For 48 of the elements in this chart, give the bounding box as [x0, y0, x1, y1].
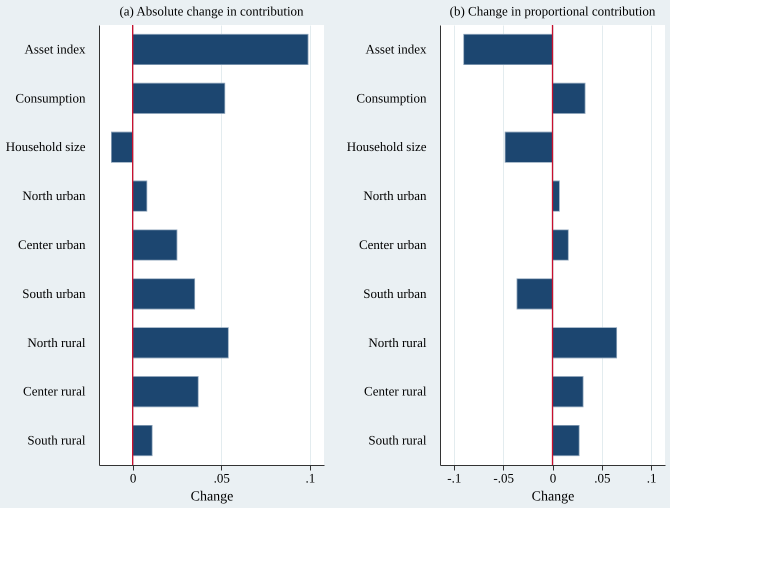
- y-tick-label: Center urban: [18, 237, 86, 252]
- bar: [132, 425, 153, 456]
- bar: [132, 327, 229, 358]
- y-tick-label: Household size: [346, 139, 427, 154]
- bar: [552, 229, 569, 261]
- x-tick-label: 0: [130, 470, 136, 486]
- y-tick-label: North urban: [363, 188, 427, 204]
- bar: [132, 34, 308, 65]
- y-tick-label: South urban: [22, 286, 86, 301]
- y-tick-label: Center urban: [358, 237, 427, 252]
- y-tick-label: South rural: [368, 432, 427, 448]
- x-tick-label: .05: [214, 470, 230, 486]
- bar: [132, 229, 178, 261]
- x-axis-title: Change: [190, 490, 234, 504]
- x-tick-label: -.05: [493, 470, 514, 486]
- bar: [552, 327, 618, 358]
- y-tick-label: Asset index: [24, 41, 86, 56]
- y-tick-label: Center rural: [23, 384, 86, 399]
- x-tick-label: .1: [646, 470, 657, 486]
- bar: [552, 180, 560, 212]
- bar: [516, 278, 553, 310]
- x-tick-label: .1: [305, 470, 316, 486]
- y-tick-label: South rural: [27, 432, 86, 448]
- bar: [132, 278, 196, 310]
- x-tick-label: .05: [594, 470, 610, 486]
- y-tick-label: North rural: [368, 334, 427, 350]
- x-tick-label: -.1: [447, 470, 462, 486]
- bar: [552, 376, 584, 408]
- bar: [552, 82, 586, 114]
- y-tick-label: Consumption: [356, 90, 427, 106]
- bar: [463, 34, 553, 65]
- y-tick-label: North rural: [27, 334, 86, 350]
- bar: [132, 180, 148, 212]
- x-axis-title: Change: [532, 490, 574, 504]
- bar: [111, 132, 134, 163]
- bar: [132, 376, 199, 408]
- y-tick-label: Consumption: [15, 90, 86, 106]
- bar: [552, 425, 580, 456]
- bar: [132, 82, 226, 114]
- y-tick-label: Center rural: [364, 384, 427, 399]
- x-tick-label: 0: [550, 470, 556, 486]
- bar: [504, 132, 553, 163]
- chart-title: (a) Absolute change in contribution: [119, 3, 304, 18]
- y-tick-label: North urban: [22, 188, 86, 204]
- y-tick-label: Household size: [6, 139, 86, 154]
- y-tick-label: Asset index: [365, 41, 427, 56]
- chart-title: (b) Change in proportional contribution: [450, 3, 656, 18]
- y-tick-label: South urban: [363, 286, 427, 301]
